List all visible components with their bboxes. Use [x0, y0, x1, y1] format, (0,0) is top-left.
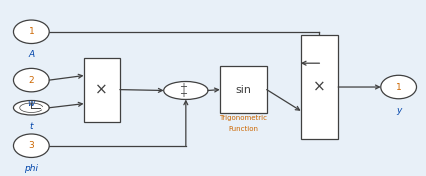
Text: phi: phi: [24, 164, 38, 173]
Text: t: t: [29, 122, 33, 131]
Bar: [300, 35, 337, 139]
Circle shape: [14, 100, 49, 115]
Text: sin: sin: [235, 85, 251, 95]
Text: Function: Function: [228, 126, 258, 132]
Ellipse shape: [380, 75, 415, 99]
Text: 2: 2: [29, 76, 34, 85]
Text: A: A: [28, 50, 35, 59]
Ellipse shape: [14, 68, 49, 92]
Text: 3: 3: [29, 141, 34, 150]
Bar: [219, 66, 266, 113]
Circle shape: [163, 81, 207, 99]
Text: w: w: [28, 99, 35, 108]
Text: ×: ×: [312, 80, 325, 95]
Text: 1: 1: [29, 27, 34, 36]
Text: +: +: [179, 89, 187, 99]
Ellipse shape: [14, 134, 49, 158]
Text: +: +: [179, 82, 187, 92]
Text: 1: 1: [395, 83, 400, 92]
Bar: [83, 58, 120, 122]
Text: Trigonometric: Trigonometric: [219, 115, 267, 121]
Text: ×: ×: [95, 82, 108, 97]
Ellipse shape: [14, 20, 49, 43]
Text: y: y: [395, 106, 400, 115]
